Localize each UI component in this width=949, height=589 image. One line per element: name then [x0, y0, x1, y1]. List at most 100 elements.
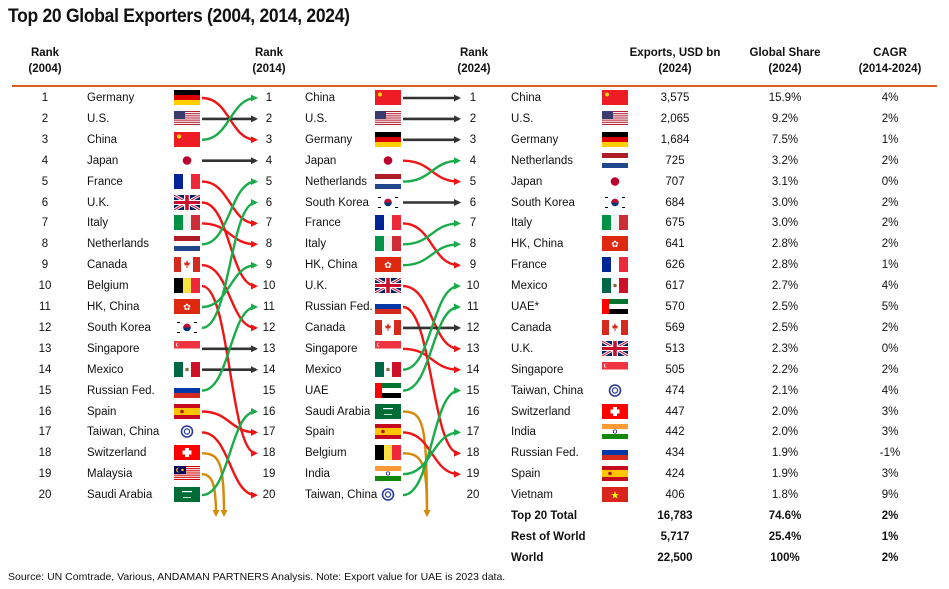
cagr-value: 5%: [881, 301, 899, 313]
rank-2014: 5: [265, 175, 273, 188]
rank-2004: 15: [38, 384, 52, 397]
flag-india-icon: [375, 466, 401, 486]
header-line: Rank: [30, 47, 60, 59]
share-value: 9.2%: [771, 112, 799, 125]
exports-value: 675: [665, 217, 685, 230]
flow-arrow-up: [201, 261, 258, 309]
rank-2014: 2: [265, 112, 273, 125]
share-value: 2.0%: [771, 426, 799, 439]
country-2024: Japan: [511, 175, 543, 188]
header-line: (2004): [28, 63, 62, 75]
header-line: (2024): [457, 63, 491, 75]
header-rank-2004: Rank (2004): [20, 45, 70, 77]
flag-spain-icon: [375, 424, 401, 444]
cagr-value: 2%: [881, 363, 899, 376]
flow-arrow-up: [402, 303, 461, 392]
country-2024: Spain: [511, 468, 541, 481]
header-exports: Exports, USD bn (2024): [615, 45, 735, 77]
flag-russia-icon: [375, 299, 401, 319]
flow-arrow-down: [201, 201, 258, 290]
flag-us-icon: [174, 110, 200, 131]
rank-2024: 20: [466, 489, 480, 502]
cagr-value: 2%: [881, 196, 899, 209]
cagr-value: 2%: [881, 217, 899, 230]
flag-russia-icon: [602, 445, 628, 465]
svg-text:★: ★: [611, 491, 620, 502]
rank-2004: 2: [41, 112, 49, 125]
flow-arrow-down: [201, 222, 258, 248]
flag-uae-icon: [602, 299, 628, 319]
rank-2014: 18: [262, 447, 276, 460]
flag-japan-icon: [375, 152, 401, 173]
rank-2014: 10: [262, 280, 276, 293]
flag-japan-icon: [602, 173, 628, 194]
rank-2004: 10: [38, 280, 52, 293]
country-2004: Italy: [87, 217, 109, 230]
country-2014: Japan: [305, 154, 337, 167]
header-line: CAGR: [873, 47, 907, 59]
rank-2004: 18: [38, 447, 52, 460]
country-2014: U.K.: [305, 280, 328, 293]
header-line: Rank: [254, 47, 284, 59]
exports-value: 434: [665, 447, 685, 460]
rank-2014: 19: [262, 468, 276, 481]
header-line: (2014-2024): [858, 63, 922, 75]
flag-hong-kong-icon: ✿: [602, 236, 628, 256]
country-2024: Taiwan, China: [511, 384, 584, 397]
country-2014: Italy: [305, 238, 327, 251]
country-2024: Switzerland: [511, 405, 571, 418]
share-value: 2.0%: [771, 405, 799, 418]
cagr-value: 0%: [881, 342, 899, 355]
total-share: 25.4%: [768, 530, 802, 543]
country-2004: HK, China: [87, 301, 140, 313]
flag-france-icon: [602, 257, 628, 277]
country-2014: U.S.: [305, 112, 328, 125]
cagr-value: 2%: [881, 154, 899, 167]
exports-value: 626: [665, 259, 685, 272]
flag-france-icon: [375, 215, 401, 235]
total-label: Rest of World: [511, 530, 586, 543]
flow-arrow-exit: [402, 452, 431, 517]
country-2004: Taiwan, China: [87, 426, 160, 439]
share-value: 15.9%: [768, 92, 802, 104]
country-2024: Singapore: [511, 363, 564, 376]
flag-belgium-icon: [174, 278, 200, 298]
rank-2004: 9: [41, 259, 49, 272]
flow-arrow-down: [402, 305, 461, 457]
flag-vietnam-icon: ★: [602, 487, 628, 507]
exports-value: 570: [665, 301, 685, 313]
flow-arrow-exit: [201, 473, 220, 517]
flow-arrow-up: [201, 94, 258, 141]
country-2024: U.S.: [511, 112, 534, 125]
country-2014: Canada: [305, 321, 346, 334]
share-value: 3.0%: [771, 217, 799, 230]
share-value: 2.5%: [771, 301, 799, 313]
rank-2014: 9: [265, 259, 273, 272]
country-2004: Spain: [87, 405, 117, 418]
header-cagr: CAGR (2014-2024): [835, 45, 945, 77]
country-2014: China: [305, 92, 336, 104]
country-2014: Netherlands: [305, 175, 368, 188]
header-line: Rank: [459, 47, 489, 59]
exports-value: 442: [665, 426, 685, 439]
share-value: 2.3%: [771, 342, 799, 355]
flag-canada-icon: [174, 257, 200, 277]
flag-malaysia-icon: [174, 466, 200, 486]
rank-2024: 19: [466, 468, 480, 481]
rank-2014: 12: [262, 321, 276, 334]
rank-2024: 17: [466, 426, 480, 439]
share-value: 2.1%: [771, 384, 799, 397]
rank-2014: 16: [262, 405, 276, 418]
cagr-value: 1%: [881, 133, 899, 146]
rank-2024: 12: [466, 321, 480, 334]
header-line: Global Share: [749, 47, 821, 59]
flag-canada-icon: [602, 319, 628, 340]
rank-2024: 15: [466, 384, 480, 397]
cagr-value: 1%: [881, 259, 899, 272]
country-2014: Spain: [305, 426, 335, 439]
header-line: (2024): [768, 63, 802, 75]
country-2014: Singapore: [305, 342, 358, 355]
rank-2024: 11: [467, 301, 479, 313]
rank-2024: 16: [466, 405, 480, 418]
